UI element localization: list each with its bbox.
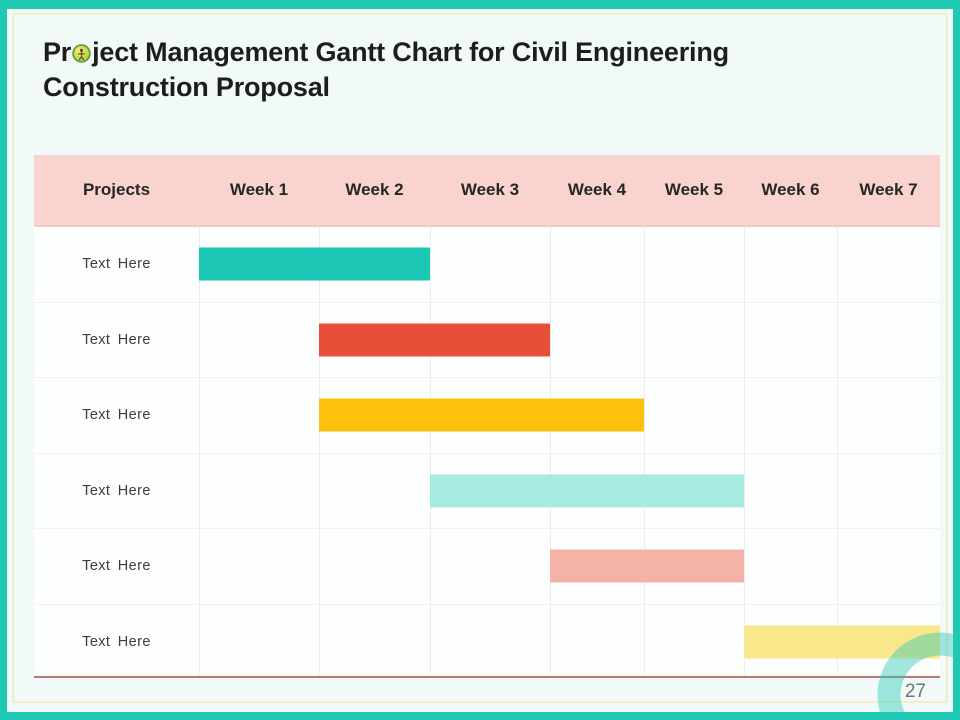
gantt-row: Text Here (34, 301, 940, 378)
column-header: Week 3 (460, 180, 520, 199)
column-header: Week 1 (229, 180, 289, 199)
row-label: Text Here (82, 407, 151, 424)
title-line1: Pr ject Management Gantt Chart for Civil… (43, 37, 729, 67)
slide-panel: Pr ject Management Gantt Chart for Civil… (7, 9, 953, 712)
column-header: Projects (82, 180, 151, 199)
title-line2: Construction Proposal (43, 72, 330, 102)
column-header: Week 4 (567, 180, 627, 199)
page-number: 27 (904, 681, 926, 702)
row-label: Text Here (82, 482, 151, 499)
column-header: Week 6 (761, 180, 820, 199)
column-header: Week 2 (345, 180, 404, 199)
gantt-bar (744, 625, 940, 659)
column-gridline (550, 227, 551, 674)
gantt-row: Text Here (34, 452, 940, 529)
column-gridline (199, 227, 200, 674)
gantt-row: Text Here (34, 528, 940, 604)
column-gridline (430, 227, 431, 674)
column-gridline (644, 227, 645, 674)
column-header: Week 7 (859, 180, 918, 199)
row-label: Text Here (82, 256, 151, 273)
green-badge-icon (72, 37, 91, 63)
gantt-table: Projects Week 1 Week 2 Week 3 Week 4 Week 5 We… (34, 155, 940, 678)
row-label: Text Here (82, 558, 151, 575)
title-suffix: ject Management Gantt Chart for Civil En… (92, 37, 729, 67)
row-label: Text Here (82, 633, 151, 650)
table-bottom-rule (34, 676, 940, 678)
column-header: Week 5 (664, 180, 724, 199)
slide-title: Pr ject Management Gantt Chart for Civil… (43, 35, 729, 105)
row-label: Text Here (82, 331, 151, 348)
gantt-bar (319, 398, 644, 432)
column-gridline (837, 227, 838, 674)
gantt-row: Text Here (34, 377, 940, 453)
gantt-body: Text Here Text Here Text Here Text Here Text… (34, 227, 940, 674)
gantt-row: Text Here (34, 603, 940, 680)
gantt-bar (319, 323, 550, 357)
column-gridline (744, 227, 745, 674)
title-prefix: Pr (43, 37, 72, 67)
gantt-header-row: Projects Week 1 Week 2 Week 3 Week 4 Week 5 We… (34, 155, 940, 227)
gantt-bar (199, 247, 430, 281)
column-gridline (319, 227, 320, 674)
gantt-bar (550, 549, 744, 583)
gantt-bar (430, 474, 744, 508)
gantt-row: Text Here (34, 227, 940, 302)
